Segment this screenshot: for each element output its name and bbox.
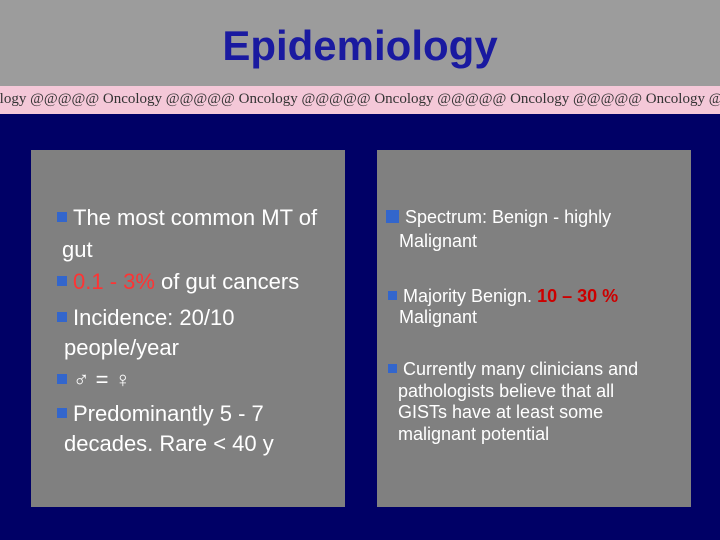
banner-text: ncology @@@@@ Oncology @@@@@ Oncology @@… (0, 91, 720, 107)
right-bullet-1-line-1: Spectrum: Benign - highly (405, 207, 612, 227)
left-bullet-2: 0.1 - 3% of gut cancers (57, 266, 299, 298)
left-panel (31, 150, 345, 507)
left-bullet-5-continued: decades. Rare < 40 y (64, 428, 274, 460)
square-bullet-icon (57, 408, 67, 419)
square-bullet-icon (57, 276, 67, 287)
right-bullet-3: Currently many clinicians and (388, 358, 638, 380)
right-bullet-3-line-3: GISTs have at least some (398, 402, 604, 422)
left-bullet-3-continued: people/year (64, 332, 179, 364)
square-bullet-icon (388, 363, 397, 373)
left-bullet-3-line-1: Incidence: 20/10 (73, 305, 235, 330)
square-bullet-icon (388, 290, 397, 300)
right-bullet-2-text: Majority Benign. (403, 286, 538, 306)
right-panel (377, 150, 691, 507)
left-bullet-2-value: 0.1 - 3% (73, 269, 155, 294)
left-bullet-5-line-2: decades. Rare < 40 y (64, 431, 274, 456)
header-area (0, 0, 720, 88)
right-bullet-2-continued: Malignant (399, 306, 477, 328)
square-bullet-icon (57, 312, 67, 323)
left-bullet-1: The most common MT of (57, 202, 317, 234)
right-bullet-1-continued: Malignant (399, 230, 477, 252)
right-bullet-3-continued-1: pathologists believe that all (398, 380, 614, 402)
left-bullet-1-line-1: The most common MT of (73, 205, 318, 230)
left-bullet-4-text: ♂ = ♀ (73, 367, 132, 392)
square-bullet-icon (386, 209, 399, 223)
right-bullet-3-line-2: pathologists believe that all (398, 381, 615, 401)
left-bullet-2-text: of gut cancers (154, 269, 300, 294)
right-bullet-2: Majority Benign. 10 – 30 % (388, 285, 618, 307)
left-bullet-3-line-2: people/year (64, 335, 179, 360)
right-bullet-1-line-2: Malignant (399, 231, 478, 251)
right-bullet-3-continued-2: GISTs have at least some (398, 401, 603, 423)
left-bullet-5: Predominantly 5 - 7 (57, 398, 264, 430)
slide-title: Epidemiology (222, 22, 498, 69)
right-bullet-1: Spectrum: Benign - highly (386, 206, 611, 228)
right-bullet-3-line-1: Currently many clinicians and (403, 359, 639, 379)
banner-strip: ncology @@@@@ Oncology @@@@@ Oncology @@… (0, 86, 720, 114)
right-bullet-2-value: 10 – 30 % (537, 286, 619, 306)
square-bullet-icon (57, 374, 67, 385)
left-bullet-1-line-2: gut (62, 237, 93, 262)
left-bullet-3: Incidence: 20/10 (57, 302, 234, 334)
left-bullet-5-line-1: Predominantly 5 - 7 (73, 401, 264, 426)
right-bullet-3-line-4: malignant potential (398, 424, 550, 444)
left-bullet-1-continued: gut (62, 234, 93, 266)
left-bullet-4: ♂ = ♀ (57, 364, 131, 396)
right-bullet-2-line-2: Malignant (399, 307, 478, 327)
right-bullet-3-continued-3: malignant potential (398, 423, 549, 445)
square-bullet-icon (57, 212, 67, 223)
